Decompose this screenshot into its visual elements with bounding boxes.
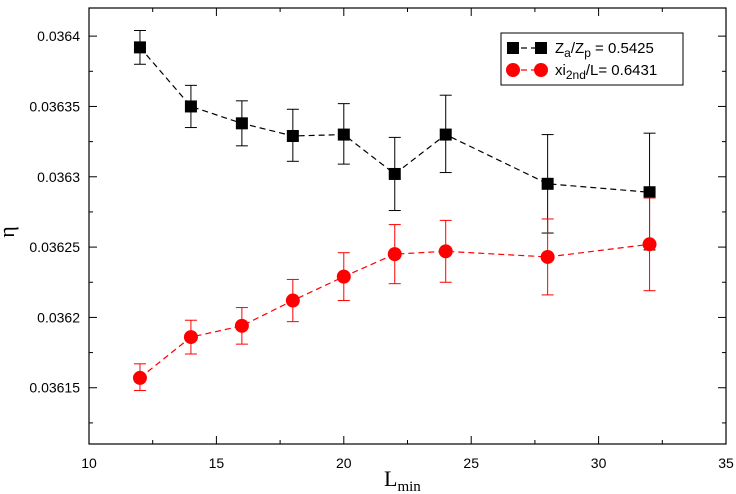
y-axis-title: η: [0, 226, 19, 238]
legend-marker-circle: [534, 63, 548, 77]
series-layer: [132, 30, 657, 392]
data-point-square: [388, 167, 401, 180]
x-tick-label: 25: [463, 455, 479, 471]
legend-marker-square: [507, 42, 519, 54]
x-tick-label: 30: [591, 455, 607, 471]
series-0: [133, 30, 656, 251]
legend-box: [500, 32, 684, 86]
x-tick-label: 20: [336, 455, 352, 471]
y-tick-label: 0.0363: [37, 169, 80, 185]
data-point-square: [541, 177, 554, 190]
y-tick-label: 0.03615: [29, 380, 80, 396]
legend-marker-circle: [506, 63, 520, 77]
x-tick-label: 35: [718, 455, 734, 471]
data-point-square: [286, 129, 299, 142]
legend-marker-square: [535, 42, 547, 54]
data-point-square: [337, 128, 350, 141]
y-tick-label: 0.0364: [37, 28, 80, 44]
data-point-circle: [285, 293, 300, 308]
data-point-circle: [132, 370, 147, 385]
data-point-circle: [183, 330, 198, 345]
legend-label: Za/Zp = 0.5425: [555, 40, 654, 60]
data-point-circle: [234, 318, 249, 333]
axis-ticks: 10 15 20 25 30 35 0.03615 0.0362 0.03625 0.0363 0.…: [29, 8, 734, 471]
data-point-square: [184, 100, 197, 113]
y-tick-label: 0.0362: [37, 309, 80, 325]
data-point-square: [643, 186, 656, 199]
data-point-circle: [387, 247, 402, 262]
y-tick-label: 0.03635: [29, 98, 80, 114]
data-point-circle: [540, 249, 555, 264]
data-point-circle: [642, 237, 657, 252]
data-point-square: [439, 128, 452, 141]
x-axis-title-subscript: min: [397, 479, 421, 494]
data-point-circle: [336, 269, 351, 284]
x-axis-title: Lmin: [384, 466, 421, 494]
series-1: [132, 197, 657, 392]
x-tick-label: 15: [209, 455, 225, 471]
data-point-square: [133, 41, 146, 54]
y-tick-label: 0.03625: [29, 239, 80, 255]
data-point-square: [235, 117, 248, 130]
data-point-circle: [438, 244, 453, 259]
legend-label: xi2nd/L= 0.6431: [555, 62, 657, 82]
x-tick-label: 10: [81, 455, 97, 471]
